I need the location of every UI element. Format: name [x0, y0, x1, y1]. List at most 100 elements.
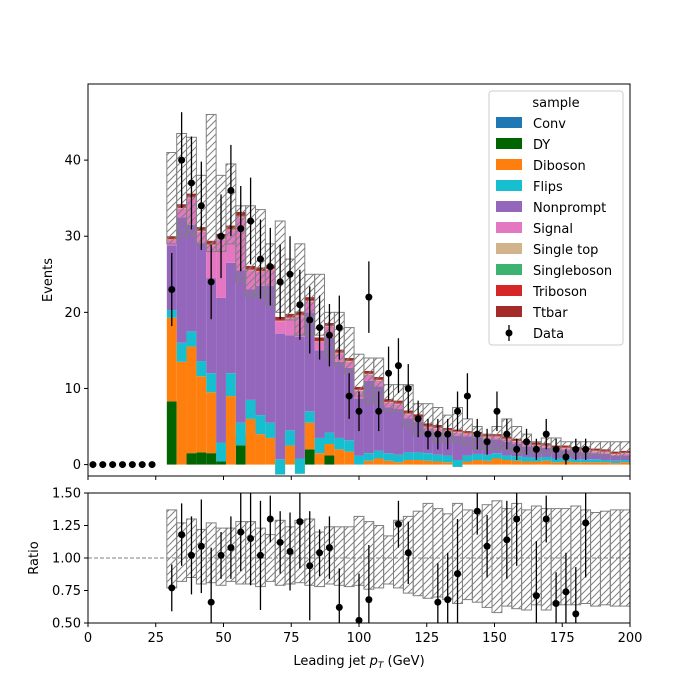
ratio-uncertainty-bin: [521, 509, 532, 611]
data-point: [345, 392, 353, 400]
ratio-point: [168, 584, 176, 592]
y-ticks: 0 10 20 30 40: [64, 154, 88, 473]
bar-diboson: [423, 460, 433, 465]
bar-dy: [324, 455, 335, 465]
data-point: [414, 415, 422, 423]
bar-diboson: [324, 444, 335, 456]
data-point: [296, 301, 304, 309]
data-point: [424, 430, 432, 438]
x-axis-title-sub: T: [378, 661, 385, 671]
bar-diboson: [393, 462, 404, 465]
bar-diboson: [492, 458, 502, 465]
ratio-point: [532, 592, 540, 600]
data-point: [178, 156, 186, 164]
bar-flips: [442, 455, 453, 463]
legend: sample Conv DY Diboson Flips Nonprompt Signal…: [488, 90, 624, 346]
data-point: [444, 430, 452, 438]
bar-diboson: [432, 461, 443, 465]
ratio-point: [276, 538, 284, 546]
bar-flips: [432, 454, 443, 462]
bar-flips: [225, 373, 236, 397]
ratio-point: [325, 544, 333, 552]
data-point: [256, 255, 264, 263]
y-axis-title: Events: [41, 258, 56, 302]
data-point: [148, 461, 156, 469]
data-point: [128, 461, 136, 469]
bar-nonprompt: [285, 335, 295, 431]
ratio-point: [572, 610, 580, 618]
bar-diboson: [206, 392, 217, 454]
ratio-point: [207, 598, 215, 606]
legend-label: DY: [533, 138, 550, 153]
ratio-point: [217, 551, 225, 559]
bar-flips: [186, 331, 197, 347]
bar-flips: [176, 342, 187, 362]
bar-flips: [373, 450, 384, 459]
legend-label: Singleboson: [533, 264, 612, 279]
legend-label: Single top: [533, 243, 598, 258]
ratio-point: [227, 544, 235, 552]
data-point: [582, 445, 590, 453]
x-tick-label: 200: [618, 631, 643, 646]
bar-diboson: [521, 461, 532, 465]
bar-diboson: [314, 453, 325, 465]
x-tick-label: 25: [147, 631, 164, 646]
x-axis-title-p: p: [369, 654, 378, 669]
bar-flips: [285, 430, 295, 446]
data-point: [532, 445, 540, 453]
bar-diboson: [570, 462, 581, 465]
data-point: [523, 438, 531, 446]
bar-flips: [324, 432, 335, 445]
legend-swatch: [496, 222, 522, 233]
x-tick-label: 0: [84, 631, 92, 646]
bar-nonprompt: [363, 380, 374, 454]
data-point: [187, 179, 195, 187]
bar-flips: [304, 411, 315, 423]
data-point: [365, 293, 373, 301]
bar-flips: [423, 453, 433, 461]
ratio-point: [256, 551, 264, 559]
data-point: [355, 407, 363, 415]
bar-diboson: [620, 462, 630, 465]
x-axis-title-prefix: Leading jet: [293, 654, 369, 669]
data-point: [463, 392, 471, 400]
bar-diboson: [334, 449, 345, 465]
bar-diboson: [531, 461, 542, 465]
bar-diboson: [383, 460, 394, 465]
legend-label: Diboson: [533, 159, 586, 174]
ratio-point: [444, 596, 452, 604]
data-point: [473, 430, 481, 438]
bar-diboson: [196, 376, 207, 453]
ratio-y-tick-label: 0.75: [52, 584, 81, 599]
ratio-point: [542, 515, 550, 523]
y-tick-label: 30: [64, 230, 81, 245]
data-point: [503, 430, 511, 438]
bar-nonprompt: [186, 224, 197, 332]
ratio-point: [197, 542, 205, 550]
bar-dy: [304, 449, 315, 465]
data-point: [266, 263, 274, 271]
bar-nonprompt: [383, 407, 394, 454]
x-tick-label: 75: [283, 631, 300, 646]
bar-flips: [501, 455, 512, 461]
bar-nonprompt: [245, 289, 256, 400]
bar-diboson: [482, 460, 493, 465]
bar-diboson: [363, 460, 374, 465]
data-point: [562, 453, 570, 461]
bar-flips: [570, 459, 581, 463]
ratio-y-axis-title: Ratio: [27, 541, 42, 574]
bar-flips: [403, 452, 414, 461]
bar-flips: [482, 454, 493, 461]
bar-nonprompt: [324, 337, 335, 433]
ratio-uncertainty-bin: [590, 512, 601, 607]
bar-diboson: [462, 461, 473, 465]
legend-label: Data: [533, 327, 564, 342]
legend-swatch: [496, 117, 522, 128]
bar-flips: [294, 458, 305, 474]
bar-flips: [620, 460, 630, 463]
bar-flips: [245, 399, 256, 419]
data-point: [119, 461, 126, 469]
stacked-bars: [166, 193, 630, 475]
ratio-point: [404, 549, 412, 557]
